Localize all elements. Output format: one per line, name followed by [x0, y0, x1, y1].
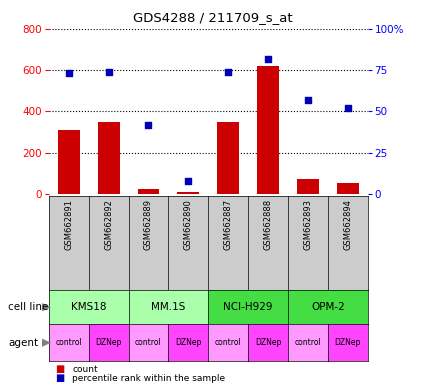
Point — [65, 70, 72, 76]
Text: GSM662888: GSM662888 — [264, 199, 272, 250]
Text: control: control — [55, 338, 82, 347]
Text: GSM662894: GSM662894 — [343, 199, 352, 250]
Text: DZNep: DZNep — [96, 338, 122, 347]
Text: NCI-H929: NCI-H929 — [224, 302, 273, 312]
Text: control: control — [295, 338, 321, 347]
Text: GSM662889: GSM662889 — [144, 199, 153, 250]
Text: agent: agent — [8, 338, 39, 348]
Polygon shape — [42, 338, 51, 347]
Text: control: control — [215, 338, 241, 347]
Text: GSM662891: GSM662891 — [64, 199, 73, 250]
Point — [344, 105, 351, 111]
Polygon shape — [42, 303, 51, 311]
Text: cell line: cell line — [8, 302, 49, 312]
Text: ■: ■ — [55, 373, 65, 383]
Text: GSM662890: GSM662890 — [184, 199, 193, 250]
Text: DZNep: DZNep — [255, 338, 281, 347]
Text: KMS18: KMS18 — [71, 302, 107, 312]
Bar — [297, 179, 319, 194]
Text: GSM662893: GSM662893 — [303, 199, 312, 250]
Point — [265, 55, 272, 61]
Bar — [337, 182, 359, 194]
Bar — [98, 122, 119, 194]
Point — [145, 121, 152, 127]
Text: ■: ■ — [55, 364, 65, 374]
Point — [304, 97, 311, 103]
Point — [185, 178, 192, 184]
Bar — [217, 122, 239, 194]
Text: OPM-2: OPM-2 — [311, 302, 345, 312]
Text: GSM662887: GSM662887 — [224, 199, 232, 250]
Point — [105, 69, 112, 75]
Bar — [58, 130, 80, 194]
Text: GSM662892: GSM662892 — [104, 199, 113, 250]
Text: DZNep: DZNep — [175, 338, 201, 347]
Text: percentile rank within the sample: percentile rank within the sample — [72, 374, 225, 383]
Bar — [257, 66, 279, 194]
Text: MM.1S: MM.1S — [151, 302, 186, 312]
Bar — [138, 189, 159, 194]
Text: control: control — [135, 338, 162, 347]
Text: GDS4288 / 211709_s_at: GDS4288 / 211709_s_at — [133, 11, 292, 24]
Text: DZNep: DZNep — [334, 338, 361, 347]
Bar — [177, 192, 199, 194]
Text: count: count — [72, 365, 98, 374]
Point — [225, 69, 232, 75]
